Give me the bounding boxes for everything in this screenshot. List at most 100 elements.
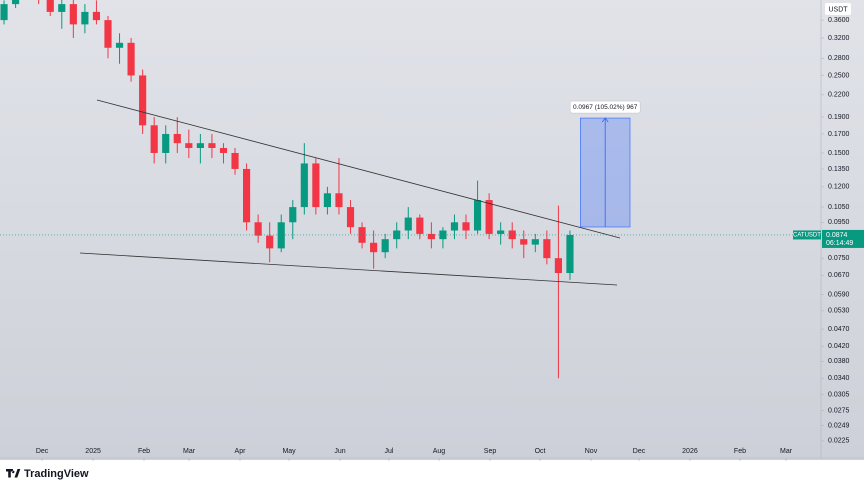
- candle-body: [450, 222, 459, 231]
- candle-body: [219, 147, 228, 153]
- plot-area: [0, 0, 574, 379]
- x-tick-label: Jun: [334, 448, 345, 455]
- candle-body: [531, 239, 539, 245]
- candle-body: [277, 222, 285, 249]
- y-tick-label: 0.1900: [828, 114, 850, 121]
- y-tick-label: 0.0249: [828, 422, 850, 429]
- candle-body: [12, 0, 20, 5]
- upper-trendline: [96, 99, 621, 239]
- y-tick-label: 0.0275: [828, 407, 850, 414]
- y-tick-label: 0.0305: [828, 392, 850, 399]
- candle-body: [173, 133, 181, 144]
- candle-body: [208, 143, 216, 148]
- x-tick-label: Feb: [138, 448, 150, 455]
- y-tick-label: 0.0530: [828, 308, 850, 315]
- candle-body: [473, 200, 482, 231]
- candle-body: [370, 242, 378, 253]
- candle-body: [520, 239, 528, 245]
- y-tick-label: 0.2200: [828, 92, 850, 99]
- y-tick-label: 0.0950: [828, 219, 850, 226]
- candle-body: [335, 193, 343, 208]
- candle-body: [254, 222, 262, 236]
- currency-label: USDT: [828, 6, 848, 13]
- y-tick-label: 0.0225: [828, 438, 850, 445]
- measure-arrow-head: [601, 117, 609, 123]
- candle-body: [300, 163, 308, 208]
- x-tick-label: Aug: [433, 448, 446, 455]
- x-tick-label: Nov: [585, 448, 598, 455]
- candle-body: [416, 217, 424, 234]
- candle-body: [554, 258, 562, 274]
- candle-body: [346, 207, 355, 228]
- symbol-badge: [793, 230, 821, 240]
- x-tick-label: Feb: [734, 448, 746, 455]
- candle-body: [404, 217, 412, 231]
- candle-body: [439, 230, 447, 240]
- x-tick-label: Dec: [36, 448, 49, 455]
- y-tick-label: 0.0420: [828, 343, 850, 350]
- y-tick-label: 0.1050: [828, 204, 850, 211]
- candle-body: [115, 42, 124, 48]
- candle-body: [58, 4, 66, 12]
- candle-body: [46, 0, 54, 12]
- x-tick-label: 2026: [682, 448, 698, 455]
- y-tick-label: 0.0590: [828, 291, 850, 298]
- measure-label: 0.0967 (105.02%) 967: [573, 104, 638, 111]
- candle-body: [462, 222, 470, 231]
- y-tick-label: 0.1700: [828, 131, 850, 138]
- symbol-label: CATUSDT: [793, 233, 821, 239]
- x-tick-label: Dec: [633, 448, 646, 455]
- x-tick-label: Oct: [535, 448, 546, 455]
- brand-logo: TradingView: [6, 468, 89, 480]
- y-tick-label: 0.2800: [828, 55, 850, 62]
- y-tick-label: 0.1500: [828, 150, 850, 157]
- candle-body: [485, 200, 493, 234]
- candle-body: [427, 233, 435, 240]
- y-tick-label: 0.3200: [828, 35, 850, 42]
- candle-body: [358, 227, 366, 243]
- candle-body: [0, 4, 8, 21]
- candle-body: [381, 239, 389, 253]
- candle-body: [312, 163, 320, 208]
- candle-body: [497, 230, 505, 234]
- x-tick-label: Sep: [484, 448, 497, 455]
- candle-body: [104, 20, 112, 48]
- y-tick-label: 0.0750: [828, 255, 850, 262]
- y-tick-label: 0.1200: [828, 184, 850, 191]
- countdown-label: 06:14:49: [826, 240, 853, 247]
- candle-body: [566, 234, 574, 274]
- brand-name: TradingView: [24, 468, 89, 480]
- candle-body: [127, 42, 135, 76]
- candle-body: [69, 4, 77, 25]
- candle-body: [323, 193, 332, 208]
- last-price-label: 0.0874: [826, 232, 848, 239]
- candle-body: [162, 133, 170, 153]
- x-tick-label: Mar: [183, 448, 196, 455]
- candle-body: [81, 11, 89, 25]
- candle-body: [543, 239, 551, 259]
- candle-body: [289, 207, 297, 223]
- y-tick-label: 0.0670: [828, 272, 850, 279]
- candle-body: [231, 152, 239, 169]
- y-tick-label: 0.1350: [828, 166, 850, 173]
- x-tick-label: Jul: [385, 448, 394, 455]
- candle-body: [92, 11, 101, 21]
- currency-badge: [825, 3, 851, 15]
- candle-body: [139, 75, 147, 126]
- candle-body: [196, 143, 204, 148]
- measure-label-box: [569, 100, 641, 114]
- last-price-badge: [822, 229, 864, 248]
- y-tick-label: 0.2500: [828, 72, 850, 79]
- y-tick-label: 0.0380: [828, 358, 850, 365]
- y-tick-label: 0.0470: [828, 326, 850, 333]
- x-tick-label: May: [282, 448, 296, 455]
- candle-body: [150, 125, 158, 153]
- candle-body: [266, 235, 274, 249]
- candle-body: [185, 143, 193, 148]
- x-tick-label: 2025: [85, 448, 101, 455]
- x-tick-label: Mar: [780, 448, 793, 455]
- candle-body: [242, 168, 251, 223]
- y-tick-label: 0.0340: [828, 375, 850, 382]
